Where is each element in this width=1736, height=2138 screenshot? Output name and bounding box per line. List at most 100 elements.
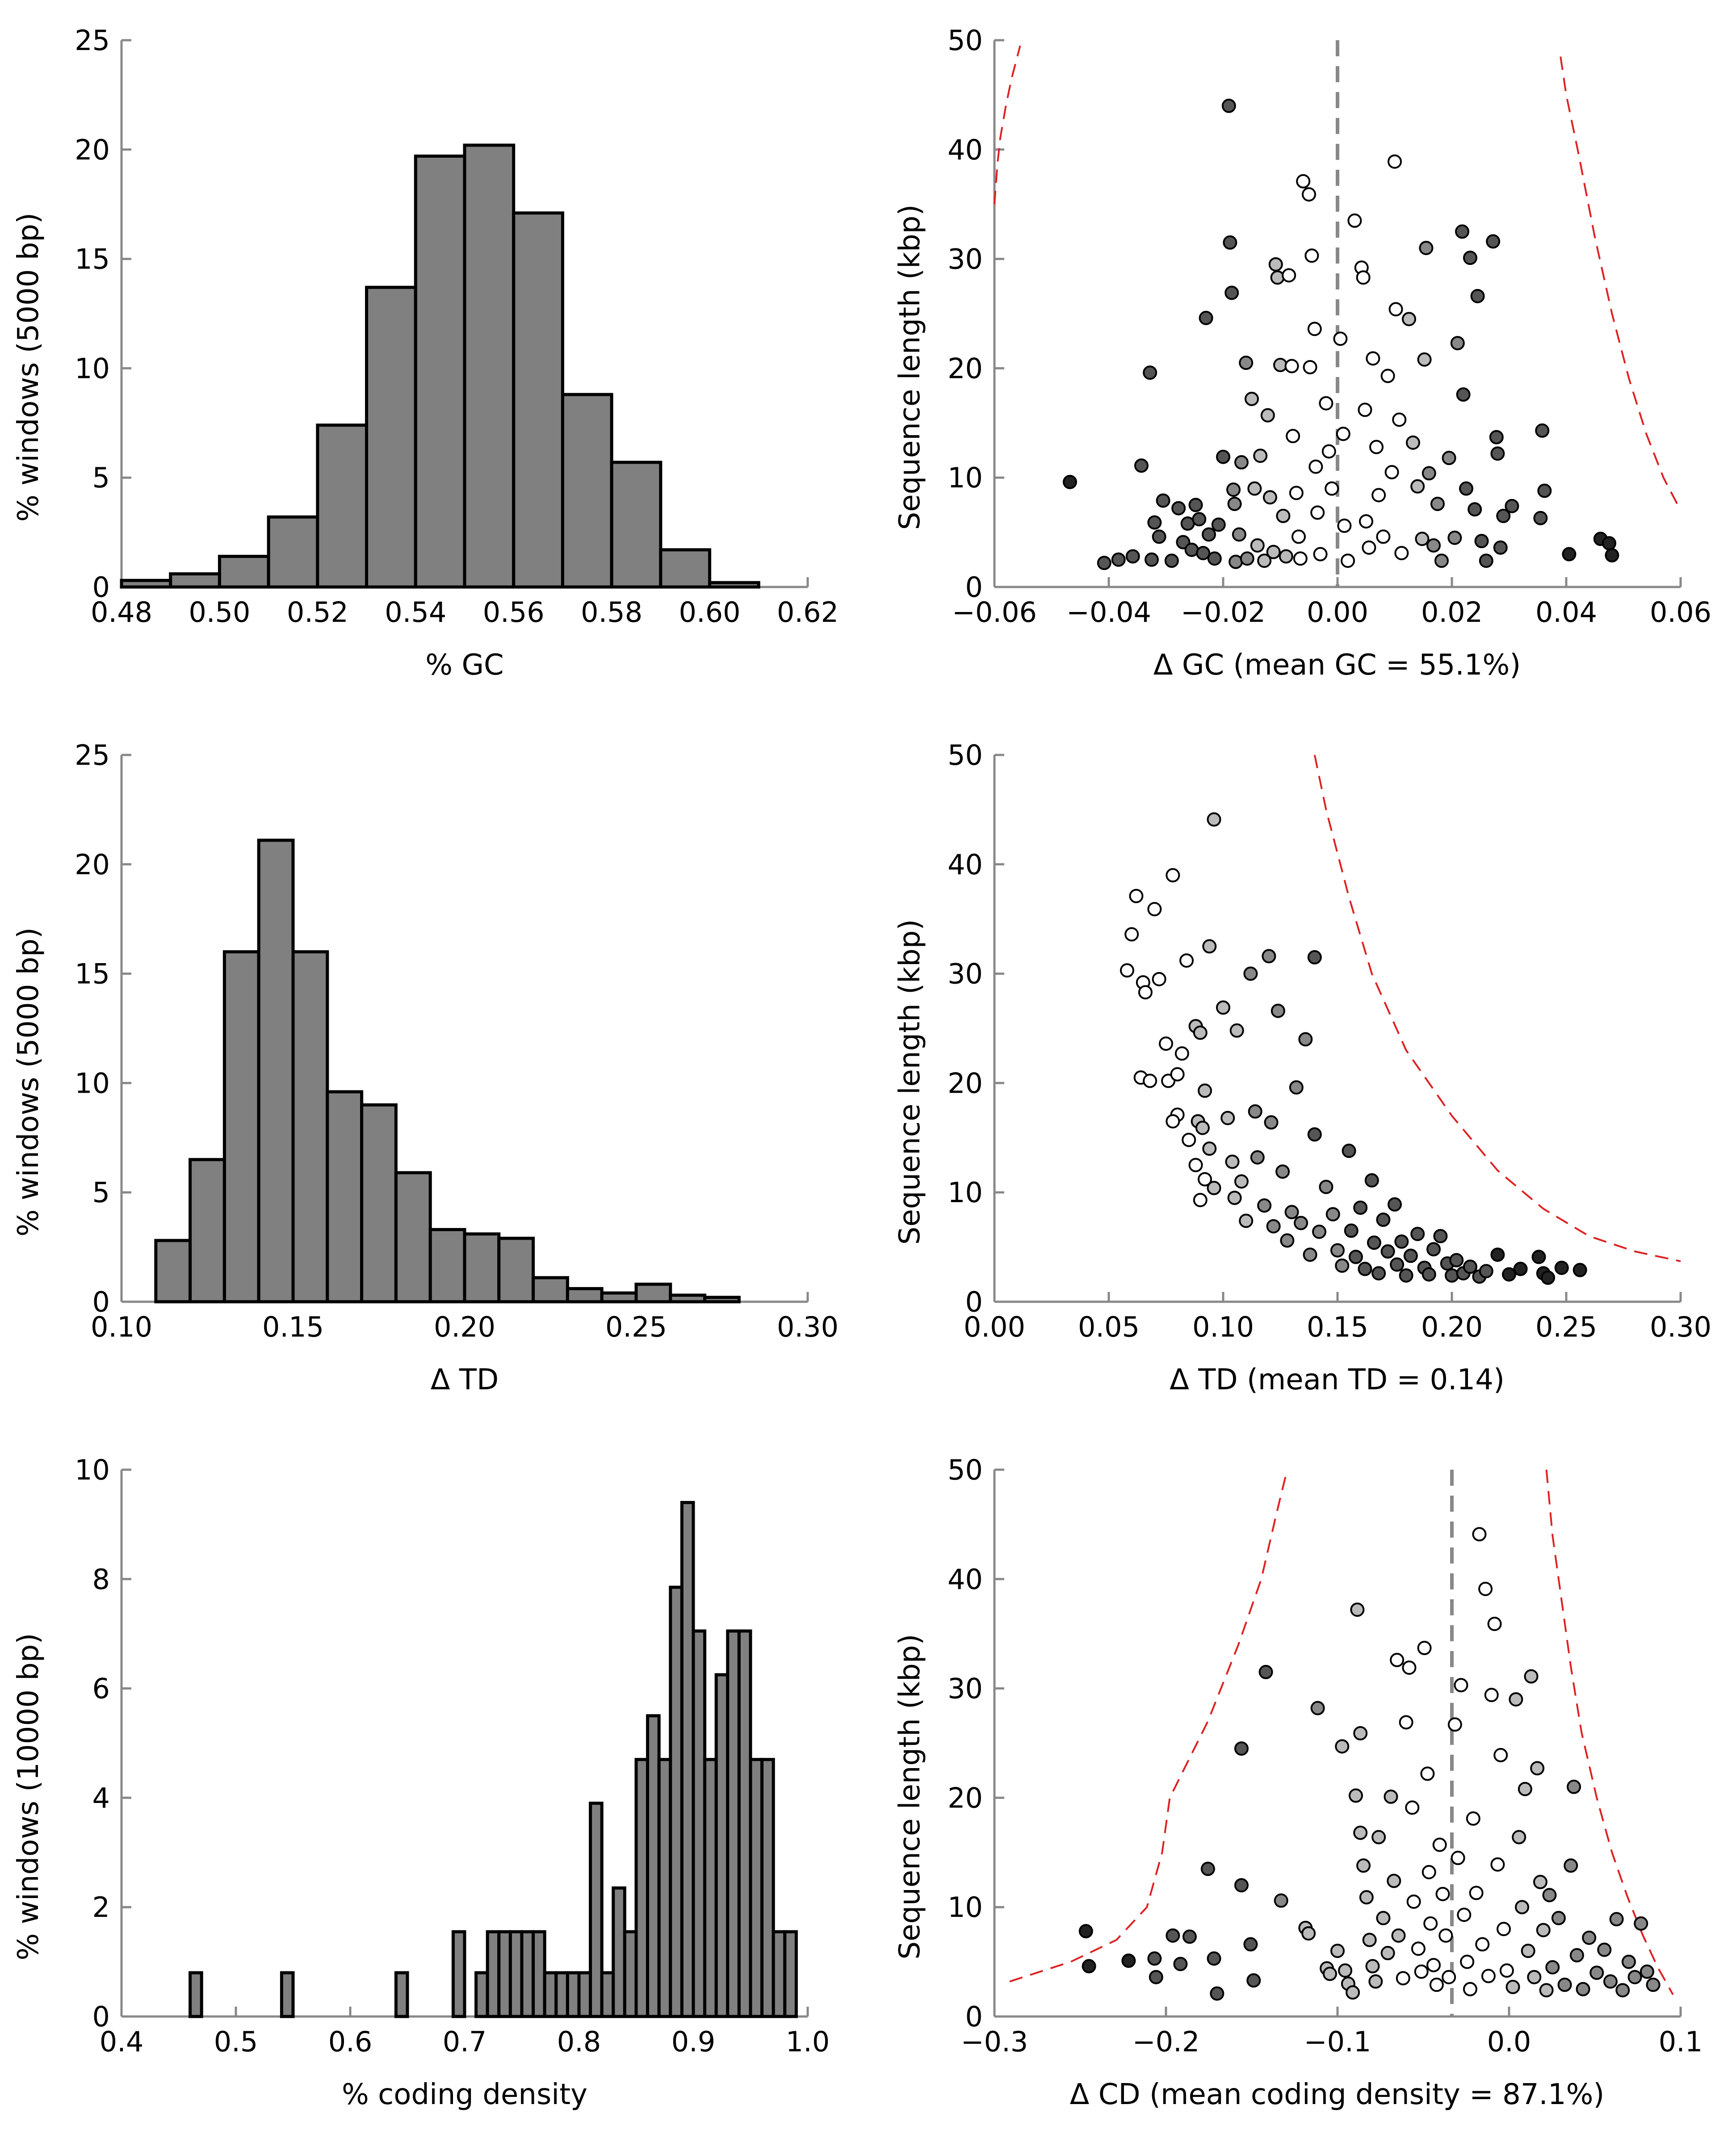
- scatter-point: [1286, 429, 1300, 444]
- y-tick-label: 4: [92, 1782, 110, 1814]
- x-tick-label: 0.58: [581, 596, 642, 629]
- histogram-bar: [280, 1971, 295, 2018]
- scatter-point: [1220, 1111, 1235, 1125]
- scatter-point: [1266, 1219, 1281, 1234]
- scatter-point: [1341, 553, 1355, 568]
- scatter-point: [1356, 270, 1371, 285]
- scatter-point: [1347, 213, 1362, 228]
- scatter-point: [1388, 1197, 1402, 1212]
- scatter-point: [1253, 449, 1268, 463]
- x-tick-label: 0.52: [287, 596, 348, 629]
- scatter-point: [1451, 1851, 1465, 1866]
- histogram-bar: [554, 1971, 569, 2018]
- ylabel: Sequence length (kbp): [893, 1634, 927, 1960]
- y-tick-label: 10: [948, 1891, 983, 1924]
- scatter-point: [1394, 1234, 1409, 1249]
- scatter-point: [1589, 1966, 1604, 1980]
- histogram-bar: [783, 1930, 798, 2018]
- scatter-point: [1284, 359, 1299, 373]
- histogram-bar: [634, 1283, 672, 1304]
- scatter-point: [1134, 458, 1149, 473]
- scatter-point: [1348, 1788, 1363, 1803]
- scatter-point: [1234, 455, 1249, 470]
- scatter-point: [1257, 553, 1272, 568]
- scatter-point: [1270, 270, 1285, 285]
- scatter-point: [1365, 1959, 1380, 1974]
- scatter-point: [1147, 902, 1162, 917]
- scatter-point: [1224, 285, 1239, 300]
- scatter-point: [1152, 529, 1166, 544]
- scatter-point: [1423, 1916, 1438, 1931]
- scatter-point: [1442, 1970, 1456, 1984]
- scatter-point: [1358, 402, 1372, 417]
- scatter-point: [1207, 812, 1221, 827]
- scatter-point: [1524, 1669, 1539, 1684]
- scatter-point: [1202, 1141, 1217, 1156]
- scatter-point: [1442, 451, 1456, 465]
- histogram-bar: [669, 1293, 707, 1304]
- scatter-point: [1319, 1179, 1333, 1194]
- scatter-point: [1545, 1960, 1560, 1975]
- y-tick-label: 20: [948, 352, 983, 385]
- scatter-point: [1435, 1886, 1450, 1901]
- histogram-bar: [703, 1758, 718, 2018]
- histogram-bar: [414, 154, 466, 589]
- histogram-bar: [316, 423, 369, 589]
- scatter-point: [1602, 536, 1616, 551]
- histogram-bar: [257, 838, 295, 1304]
- scatter-point: [1335, 1258, 1350, 1273]
- histogram-bar: [520, 1930, 535, 2018]
- scatter-point: [1432, 1837, 1447, 1852]
- y-tick-label: 40: [948, 134, 983, 166]
- scatter-point: [1227, 1191, 1242, 1205]
- x-tick-label: 0.15: [262, 1311, 324, 1343]
- scatter-point: [1420, 1766, 1435, 1781]
- scatter-point: [1322, 1966, 1337, 1981]
- scatter-point: [1371, 1266, 1386, 1281]
- scatter-point: [1422, 1267, 1436, 1282]
- scatter-point: [1450, 336, 1465, 351]
- scatter-point: [1147, 1951, 1162, 1966]
- y-tick-label: 30: [948, 958, 983, 990]
- scatter-point: [1472, 1527, 1487, 1542]
- histogram-bar: [451, 1930, 466, 2018]
- scatter-point: [1402, 1660, 1417, 1675]
- x-tick-label: 0.05: [1078, 1311, 1140, 1343]
- scatter-point: [1346, 1985, 1360, 2000]
- panel-td-histogram: % windows (5000 bp) Δ TD 0 5 10 15 20 25 0.10 0…: [12, 739, 839, 1396]
- xlabel: % GC: [425, 649, 503, 682]
- histogram-bar: [267, 515, 319, 589]
- histogram-bar: [169, 572, 221, 589]
- y-tick-label: 0: [92, 571, 110, 604]
- scatter-point: [1384, 1789, 1398, 1804]
- x-tick-label: 0.9: [671, 2025, 716, 2058]
- histogram-bar: [474, 1971, 489, 2018]
- scatter-point: [1463, 1259, 1477, 1274]
- scatter-point: [1417, 352, 1432, 367]
- scatter-point: [1505, 1979, 1520, 1994]
- scatter-point: [1429, 1978, 1444, 1992]
- x-tick-label: 0.7: [443, 2025, 487, 2058]
- scatter-point: [1457, 1907, 1472, 1922]
- histogram-bar: [394, 1971, 409, 2018]
- x-tick-label: −0.02: [1181, 596, 1266, 629]
- x-tick-label: 0.06: [1650, 596, 1711, 629]
- scatter-point: [1147, 515, 1162, 530]
- scatter-point: [1486, 234, 1501, 249]
- scatter-point: [1490, 446, 1505, 461]
- scatter-point: [1289, 486, 1304, 500]
- scatter-point: [1380, 369, 1395, 383]
- scatter-point: [1143, 365, 1157, 380]
- xlabel: % coding density: [342, 2078, 587, 2111]
- scatter-point: [1276, 508, 1291, 523]
- scatter-point: [1082, 1959, 1096, 1974]
- scatter-point: [1353, 1726, 1368, 1740]
- scatter-point: [1294, 1216, 1308, 1230]
- scatter-point: [1466, 1811, 1480, 1826]
- scatter-point: [1296, 174, 1311, 189]
- y-tick-label: 6: [92, 1673, 110, 1705]
- scatter-point: [1410, 479, 1425, 494]
- y-tick-label: 30: [948, 1673, 983, 1705]
- y-tick-label: 50: [948, 1454, 983, 1486]
